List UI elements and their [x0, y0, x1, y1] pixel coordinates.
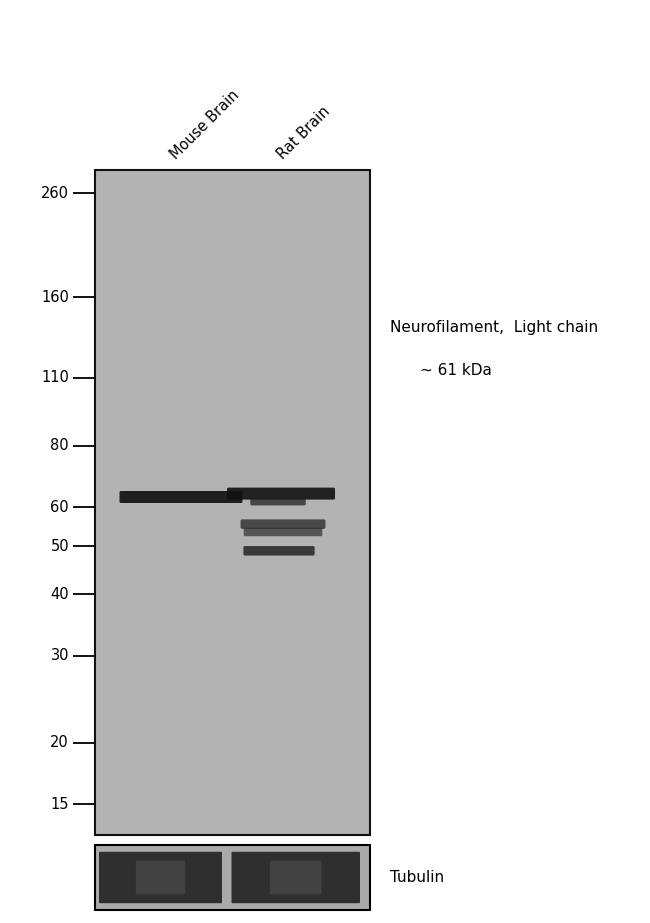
- Text: 30: 30: [51, 648, 69, 664]
- Text: 160: 160: [41, 290, 69, 305]
- FancyBboxPatch shape: [136, 861, 185, 894]
- Text: Rat Brain: Rat Brain: [274, 103, 333, 162]
- Text: Neurofilament,  Light chain: Neurofilament, Light chain: [390, 320, 598, 335]
- FancyBboxPatch shape: [240, 520, 326, 529]
- Text: Tubulin: Tubulin: [390, 870, 444, 885]
- Text: 80: 80: [51, 438, 69, 453]
- FancyBboxPatch shape: [270, 861, 322, 894]
- FancyBboxPatch shape: [250, 496, 306, 506]
- FancyBboxPatch shape: [227, 487, 335, 499]
- Bar: [95, 170, 370, 835]
- Text: 260: 260: [41, 186, 69, 201]
- Text: 60: 60: [51, 500, 69, 515]
- Text: 110: 110: [41, 370, 69, 385]
- FancyBboxPatch shape: [99, 852, 222, 904]
- FancyBboxPatch shape: [231, 852, 360, 904]
- Text: 50: 50: [51, 539, 69, 554]
- Text: 15: 15: [51, 797, 69, 812]
- FancyBboxPatch shape: [120, 491, 242, 503]
- FancyBboxPatch shape: [243, 546, 315, 556]
- Text: 40: 40: [51, 587, 69, 602]
- FancyBboxPatch shape: [244, 528, 322, 536]
- Text: Mouse Brain: Mouse Brain: [168, 88, 242, 162]
- Text: 20: 20: [50, 736, 69, 750]
- Bar: [95, 845, 370, 910]
- Text: ~ 61 kDa: ~ 61 kDa: [420, 363, 492, 378]
